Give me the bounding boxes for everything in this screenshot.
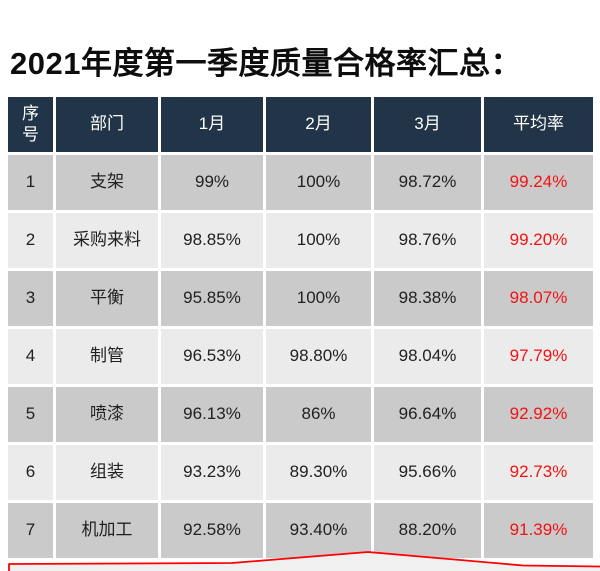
cell-dept: 平衡	[56, 271, 158, 326]
header-avg: 平均率	[484, 97, 593, 152]
table-row: 6 组装 93.23% 89.30% 95.66% 92.73%	[8, 445, 593, 500]
cell-dept: 采购来料	[56, 213, 158, 268]
header-mar: 3月	[374, 97, 481, 152]
cell-avg: 99.20%	[484, 213, 593, 268]
cell-feb: 89.30%	[266, 445, 371, 500]
cell-seq: 5	[8, 387, 53, 442]
table-row: 5 喷漆 96.13% 86% 96.64% 92.92%	[8, 387, 593, 442]
table-row: 7 机加工 92.58% 93.40% 88.20% 91.39%	[8, 503, 593, 558]
header-dept: 部门	[56, 97, 158, 152]
cell-feb: 98.80%	[266, 329, 371, 384]
cell-feb: 100%	[266, 213, 371, 268]
cell-dept: 制管	[56, 329, 158, 384]
cell-mar: 95.66%	[374, 445, 481, 500]
cell-avg: 92.92%	[484, 387, 593, 442]
cell-seq: 1	[8, 155, 53, 210]
cell-dept: 机加工	[56, 503, 158, 558]
quality-pass-rate-table: 序号 部门 1月 2月 3月 平均率 1 支架 99% 100% 98.72% …	[5, 94, 596, 561]
header-feb: 2月	[266, 97, 371, 152]
cell-feb: 93.40%	[266, 503, 371, 558]
header-seq: 序号	[8, 97, 53, 152]
cell-feb: 100%	[266, 155, 371, 210]
cell-seq: 7	[8, 503, 53, 558]
cell-mar: 88.20%	[374, 503, 481, 558]
cell-mar: 98.72%	[374, 155, 481, 210]
cell-seq: 6	[8, 445, 53, 500]
table-row: 1 支架 99% 100% 98.72% 99.24%	[8, 155, 593, 210]
cell-mar: 98.38%	[374, 271, 481, 326]
cell-dept: 组装	[56, 445, 158, 500]
cell-avg: 98.07%	[484, 271, 593, 326]
table-row: 3 平衡 95.85% 100% 98.38% 98.07%	[8, 271, 593, 326]
cell-seq: 3	[8, 271, 53, 326]
cell-jan: 92.58%	[161, 503, 263, 558]
cell-jan: 98.85%	[161, 213, 263, 268]
page-title: 2021年度第一季度质量合格率汇总：	[10, 46, 522, 81]
cell-avg: 91.39%	[484, 503, 593, 558]
cell-jan: 95.85%	[161, 271, 263, 326]
cell-jan: 96.53%	[161, 329, 263, 384]
cell-mar: 98.76%	[374, 213, 481, 268]
cell-jan: 93.23%	[161, 445, 263, 500]
table-row: 4 制管 96.53% 98.80% 98.04% 97.79%	[8, 329, 593, 384]
cell-avg: 99.24%	[484, 155, 593, 210]
cell-dept: 喷漆	[56, 387, 158, 442]
cell-feb: 86%	[266, 387, 371, 442]
cell-avg: 92.73%	[484, 445, 593, 500]
cell-seq: 2	[8, 213, 53, 268]
cell-mar: 98.04%	[374, 329, 481, 384]
cell-feb: 100%	[266, 271, 371, 326]
table-header-row: 序号 部门 1月 2月 3月 平均率	[8, 97, 593, 152]
cell-jan: 99%	[161, 155, 263, 210]
cell-avg: 97.79%	[484, 329, 593, 384]
cell-dept: 支架	[56, 155, 158, 210]
header-jan: 1月	[161, 97, 263, 152]
cell-mar: 96.64%	[374, 387, 481, 442]
cell-jan: 96.13%	[161, 387, 263, 442]
cell-seq: 4	[8, 329, 53, 384]
table-row: 2 采购来料 98.85% 100% 98.76% 99.20%	[8, 213, 593, 268]
